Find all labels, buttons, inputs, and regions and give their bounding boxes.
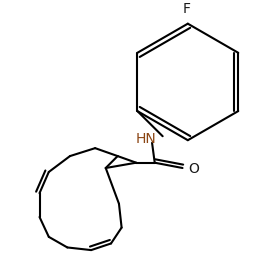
Text: HN: HN — [135, 132, 156, 146]
Text: F: F — [183, 2, 191, 16]
Text: O: O — [188, 162, 199, 176]
